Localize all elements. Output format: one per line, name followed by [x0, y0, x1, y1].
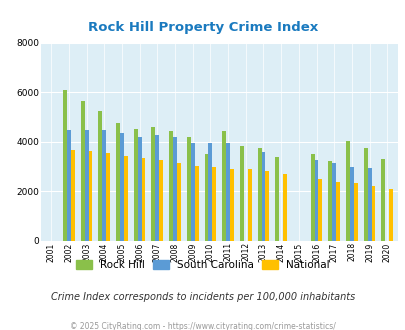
- Bar: [331, 163, 335, 241]
- Bar: [275, 157, 279, 241]
- Bar: [177, 163, 180, 241]
- Bar: [88, 151, 92, 241]
- Bar: [247, 169, 251, 241]
- Bar: [155, 135, 159, 241]
- Bar: [204, 154, 208, 241]
- Bar: [134, 129, 137, 241]
- Text: Crime Index corresponds to incidents per 100,000 inhabitants: Crime Index corresponds to incidents per…: [51, 292, 354, 302]
- Bar: [169, 131, 173, 241]
- Bar: [239, 147, 243, 241]
- Bar: [349, 167, 353, 241]
- Bar: [363, 148, 367, 241]
- Bar: [84, 129, 88, 241]
- Bar: [367, 168, 371, 241]
- Text: Rock Hill Property Crime Index: Rock Hill Property Crime Index: [87, 21, 318, 34]
- Bar: [335, 182, 339, 241]
- Bar: [102, 130, 106, 241]
- Bar: [106, 153, 110, 241]
- Bar: [257, 148, 261, 241]
- Legend: Rock Hill, South Carolina, National: Rock Hill, South Carolina, National: [76, 260, 329, 270]
- Bar: [173, 137, 177, 241]
- Bar: [137, 137, 141, 241]
- Bar: [314, 160, 318, 241]
- Bar: [371, 186, 375, 241]
- Bar: [345, 141, 349, 241]
- Bar: [98, 111, 102, 241]
- Bar: [120, 133, 124, 241]
- Bar: [226, 143, 230, 241]
- Bar: [380, 159, 384, 241]
- Bar: [190, 143, 194, 241]
- Bar: [261, 152, 265, 241]
- Bar: [388, 189, 392, 241]
- Bar: [282, 174, 286, 241]
- Bar: [70, 150, 75, 241]
- Bar: [67, 130, 70, 241]
- Bar: [265, 171, 269, 241]
- Bar: [186, 137, 190, 241]
- Bar: [116, 123, 120, 241]
- Bar: [328, 161, 331, 241]
- Bar: [151, 127, 155, 241]
- Bar: [63, 90, 67, 241]
- Bar: [318, 179, 322, 241]
- Bar: [208, 143, 212, 241]
- Bar: [310, 154, 314, 241]
- Bar: [194, 166, 198, 241]
- Bar: [230, 169, 233, 241]
- Text: © 2025 CityRating.com - https://www.cityrating.com/crime-statistics/: © 2025 CityRating.com - https://www.city…: [70, 322, 335, 330]
- Bar: [124, 156, 128, 241]
- Bar: [81, 101, 84, 241]
- Bar: [212, 167, 216, 241]
- Bar: [353, 183, 357, 241]
- Bar: [159, 160, 163, 241]
- Bar: [222, 131, 226, 241]
- Bar: [141, 158, 145, 241]
